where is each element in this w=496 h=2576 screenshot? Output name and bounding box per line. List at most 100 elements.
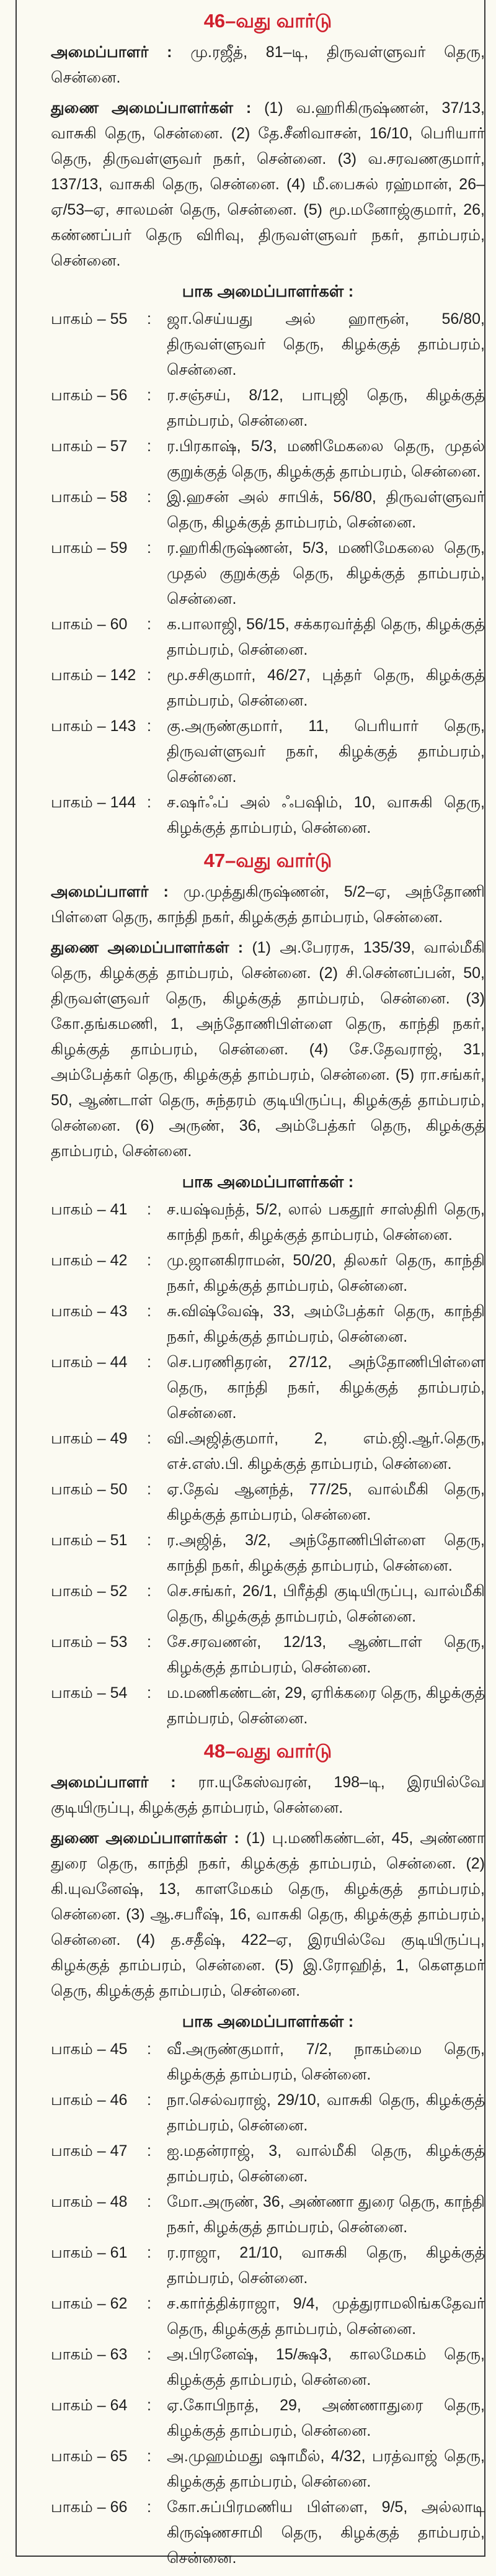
booth-part-number: பாகம் – 43 (51, 1303, 128, 1320)
booth-row: பாகம் – 42: மு.ஜானகிராமன், 50/20, திலகர் … (51, 1248, 485, 1299)
ward-heading: 46–வது வார்டு (203, 10, 332, 32)
booth-organizer-address: ஜா.செய்யது அல் ஹாரூன், 56/80, திருவள்ளுவ… (167, 310, 485, 379)
ward-section: 48–வது வார்டு அமைப்பாளர் : ரா.யுகேஸ்வரன்,… (51, 1736, 485, 2571)
booth-row: பாகம் – 56: ர.சஞ்சய், 8/12, பாபுஜி தெரு, … (51, 383, 485, 434)
booth-organizer-address: வி.அஜித்குமார், 2, எம்.ஜி.ஆர்.தெரு, எச்.… (167, 1430, 485, 1473)
booth-organizer-address: ர.ராஜா, 21/10, வாசுகி தெரு, கிழக்குத் தா… (167, 2244, 485, 2287)
booth-organizer-address: சே.சரவணன், 12/13, ஆண்டாள் தெரு, கிழக்குத… (167, 1633, 485, 1676)
deputy-organizers-label: துணை அமைப்பாளர்கள் : (51, 99, 252, 117)
booth-organizer-address: ச.யஷ்வந்த், 5/2, லால் பகதூர் சாஸ்திரி தெ… (167, 1201, 485, 1244)
booth-row: பாகம் – 62: ச.கார்த்திக்ராஜா, 9/4, முத்து… (51, 2291, 485, 2342)
booth-colon: : (147, 2091, 151, 2109)
organizer-value: மு.ரஜீத், 81–டி, திருவள்ளுவர் தெரு, சென்… (51, 43, 485, 86)
booth-colon: : (147, 1430, 151, 1447)
booth-colon: : (147, 2295, 151, 2312)
booth-row: பாகம் – 63: அ.பிரனேஷ், 15/க்ஷ3, காலமேகம் … (51, 2342, 485, 2393)
booth-organizer-address: ச.கார்த்திக்ராஜா, 9/4, முத்துராமலிங்கதேவ… (167, 2295, 485, 2338)
booth-part-number: பாகம் – 41 (51, 1201, 128, 1218)
booth-organizer-address: ச.ஷர்ஃப் அல் ஃபஷிம், 10, வாசுகி தெரு, கி… (167, 794, 485, 837)
booth-organizer-address: சு.விஷ்வேஷ், 33, அம்பேத்கர் தெரு, காந்தி… (167, 1303, 485, 1345)
booth-organizer-address: மூ.சசிகுமார், 46/27, புத்தர் தெரு, கிழக்… (167, 666, 485, 709)
booth-organizer-address: இ.ஹசன் அல் சாபிக், 56/80, திருவள்ளுவர் த… (167, 488, 485, 531)
booth-row: பாகம் – 48: மோ.அருண், 36, அண்ணா துரை தெரு… (51, 2189, 485, 2240)
ward-section: 47–வது வார்டு அமைப்பாளர் : மு.முத்துகிருஷ… (51, 846, 485, 1731)
booth-part-number: பாகம் – 58 (51, 488, 128, 506)
organizer-paragraph: அமைப்பாளர் : மு.ரஜீத், 81–டி, திருவள்ளுவ… (51, 40, 485, 91)
organizer-paragraph: அமைப்பாளர் : மு.முத்துகிருஷ்ணன், 5/2–ஏ, … (51, 879, 485, 930)
booth-organizer-address: ஏ.கோபிநாத், 29, அண்ணாதுரை தெரு, கிழக்குத… (167, 2397, 485, 2439)
organizer-paragraph: அமைப்பாளர் : ரா.யுகேஸ்வரன், 198–டி, இரயி… (51, 1770, 485, 1821)
organizer-label: அமைப்பாளர் : (51, 883, 169, 900)
booth-part-number: பாகம் – 55 (51, 310, 128, 328)
booth-row: பாகம் – 50: ஏ.தேவ் ஆனந்த், 77/25, வால்மீக… (51, 1477, 485, 1528)
booth-organizer-address: அ.முஹம்மது ஷாமீல், 4/32, பரத்வாஜ் தெரு, … (167, 2448, 485, 2490)
deputy-organizers-value: (1) பு.மணிகண்டன், 45, அண்ணா துரை தெரு, க… (51, 1829, 485, 1999)
booth-part-number: பாகம் – 143 (51, 717, 136, 735)
booth-organizer-address: மோ.அருண், 36, அண்ணா துரை தெரு, காந்தி நக… (167, 2193, 485, 2236)
booth-colon: : (147, 2244, 151, 2261)
booth-organizer-address: ஏ.தேவ் ஆனந்த், 77/25, வால்மீகி தெரு, கிழ… (167, 1481, 485, 1524)
booth-part-number: பாகம் – 52 (51, 1582, 128, 1600)
booth-organizers-heading: பாக அமைப்பாளர்கள் : (182, 1172, 354, 1191)
booth-organizer-address: வீ.அருண்குமார், 7/2, நாகம்மை தெரு, கிழக்… (167, 2040, 485, 2083)
deputy-organizers-paragraph: துணை அமைப்பாளர்கள் : (1) பு.மணிகண்டன், 4… (51, 1826, 485, 2004)
booth-colon: : (147, 438, 151, 455)
ward-section: 46–வது வார்டு அமைப்பாளர் : மு.ரஜீத், 81–ட… (51, 6, 485, 841)
booth-organizer-address: ர.பிரகாஷ், 5/3, மணிமேகலை தெரு, முதல் குற… (167, 438, 485, 480)
booth-part-number: பாகம் – 57 (51, 438, 128, 455)
booth-part-number: பாகம் – 45 (51, 2040, 128, 2058)
deputy-organizers-paragraph: துணை அமைப்பாளர்கள் : (1) வ.ஹரிகிருஷ்ணன்,… (51, 96, 485, 274)
organizer-value: ரா.யுகேஸ்வரன், 198–டி, இரயில்வே குடியிரு… (51, 1774, 485, 1816)
organizer-label: அமைப்பாளர் : (51, 1774, 176, 1791)
booth-organizer-address: ர.அஜித், 3/2, அந்தோணிபிள்ளை தெரு, காந்தி… (167, 1532, 485, 1574)
booth-colon: : (147, 717, 151, 735)
booth-organizer-address: நா.செல்வராஜ், 29/10, வாசுகி தெரு, கிழக்க… (167, 2091, 485, 2134)
booth-organizer-address: மு.ஜானகிராமன், 50/20, திலகர் தெரு, காந்த… (167, 1252, 485, 1295)
booth-row: பாகம் – 45: வீ.அருண்குமார், 7/2, நாகம்மை … (51, 2037, 485, 2088)
booth-colon: : (147, 666, 151, 684)
booth-part-number: பாகம் – 144 (51, 794, 136, 811)
booth-organizers-heading: பாக அமைப்பாளர்கள் : (182, 2012, 354, 2031)
booth-row: பாகம் – 61: ர.ராஜா, 21/10, வாசுகி தெரு, க… (51, 2240, 485, 2291)
booth-part-number: பாகம் – 63 (51, 2346, 128, 2363)
ward-heading: 47–வது வார்டு (203, 850, 332, 871)
booth-organizer-address: ர.சஞ்சய், 8/12, பாபுஜி தெரு, கிழக்குத் த… (167, 387, 485, 429)
booth-row: பாகம் – 143: கு.அருண்குமார், 11, பெரியார்… (51, 714, 485, 790)
deputy-organizers-label: துணை அமைப்பாளர்கள் : (51, 1829, 239, 1847)
booth-colon: : (147, 2498, 151, 2516)
booth-row: பாகம் – 60: க.பாலாஜி, 56/15, சக்கரவர்த்தி… (51, 612, 485, 663)
booth-colon: : (147, 387, 151, 404)
booth-part-number: பாகம் – 48 (51, 2193, 128, 2210)
booth-part-number: பாகம் – 66 (51, 2498, 128, 2516)
booth-organizer-address: க.பாலாஜி, 56/15, சக்கரவர்த்தி தெரு, கிழக… (167, 616, 485, 658)
notice-box: 46–வது வார்டு அமைப்பாளர் : மு.ரஜீத், 81–ட… (16, 0, 485, 2567)
booth-organizer-address: ஐ.மதன்ராஜ், 3, வால்மீகி தெரு, கிழக்குத் … (167, 2142, 485, 2185)
booth-row: பாகம் – 46: நா.செல்வராஜ், 29/10, வாசுகி த… (51, 2088, 485, 2138)
booth-row: பாகம் – 55: ஜா.செய்யது அல் ஹாரூன், 56/80,… (51, 307, 485, 383)
booth-colon: : (147, 616, 151, 633)
booth-organizer-address: செ.சங்கர், 26/1, பிரீத்தி குடியிருப்பு, … (167, 1582, 485, 1625)
booth-part-number: பாகம் – 50 (51, 1481, 128, 1498)
booth-row: பாகம் – 54: ம.மணிகண்டன், 29, ஏரிக்கரை தெர… (51, 1681, 485, 1731)
booth-colon: : (147, 1481, 151, 1498)
booth-row: பாகம் – 43: சு.விஷ்வேஷ், 33, அம்பேத்கர் த… (51, 1299, 485, 1350)
booth-colon: : (147, 1303, 151, 1320)
booth-part-number: பாகம் – 51 (51, 1532, 128, 1549)
booth-organizer-address: அ.பிரனேஷ், 15/க்ஷ3, காலமேகம் தெரு, கிழக்… (167, 2346, 485, 2389)
booth-colon: : (147, 2397, 151, 2414)
booth-row: பாகம் – 53: சே.சரவணன், 12/13, ஆண்டாள் தெர… (51, 1630, 485, 1681)
booth-colon: : (147, 1582, 151, 1600)
booth-row: பாகம் – 49: வி.அஜித்குமார், 2, எம்.ஜி.ஆர்… (51, 1426, 485, 1477)
organizer-value: மு.முத்துகிருஷ்ணன், 5/2–ஏ, அந்தோணி பிள்ள… (51, 883, 485, 926)
booth-organizer-address: செ.பரணிதரன், 27/12, அந்தோணிபிள்ளை தெரு, … (167, 1353, 485, 1422)
booth-colon: : (147, 1201, 151, 1218)
booth-colon: : (147, 310, 151, 328)
booth-row: பாகம் – 51: ர.அஜித், 3/2, அந்தோணிபிள்ளை த… (51, 1528, 485, 1579)
deputy-organizers-paragraph: துணை அமைப்பாளர்கள் : (1) அ.பேரரசு, 135/3… (51, 935, 485, 1164)
deputy-organizers-label: துணை அமைப்பாளர்கள் : (51, 939, 244, 956)
booth-organizer-address: ம.மணிகண்டன், 29, ஏரிக்கரை தெரு, கிழக்குத… (167, 1684, 485, 1727)
booth-organizer-address: ர.ஹரிகிருஷ்ணன், 5/3, மணிமேகலை தெரு, முதல… (167, 539, 485, 608)
booth-row: பாகம் – 57: ர.பிரகாஷ், 5/3, மணிமேகலை தெரு… (51, 434, 485, 485)
organizer-label: அமைப்பாளர் : (51, 43, 172, 61)
booth-row: பாகம் – 47: ஐ.மதன்ராஜ், 3, வால்மீகி தெரு,… (51, 2138, 485, 2189)
